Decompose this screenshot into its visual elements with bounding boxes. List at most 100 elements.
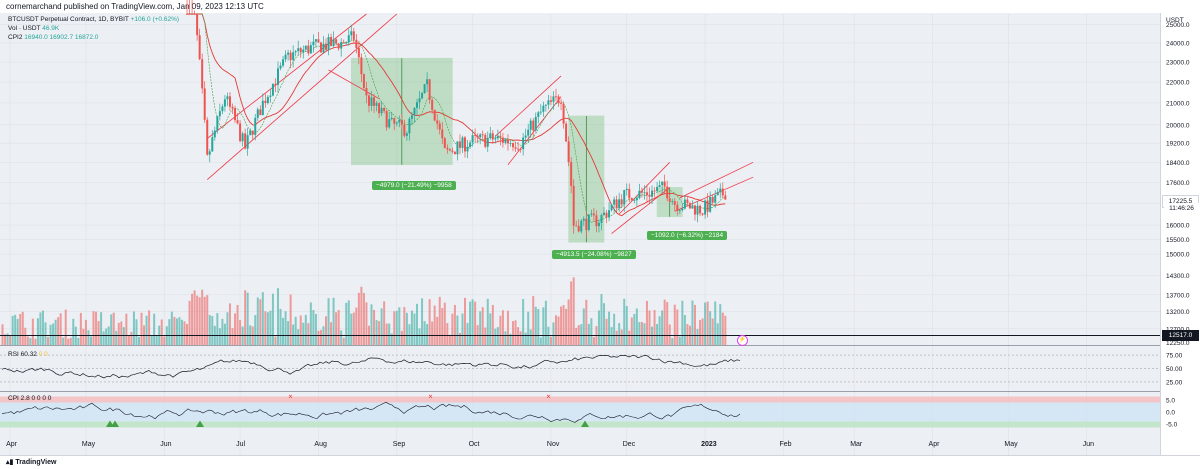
candle-body [388, 119, 391, 128]
candle-body [403, 124, 406, 136]
candle-body [542, 105, 545, 112]
volume-bar [362, 292, 365, 345]
candle-body [648, 195, 651, 197]
candle-body [671, 201, 674, 203]
volume-bar [666, 302, 669, 345]
volume-bar [714, 301, 717, 345]
candle-body [415, 102, 418, 108]
candle-body [474, 135, 477, 136]
tradingview-logo[interactable]: ▴▮ TradingView [6, 456, 56, 469]
volume-bar [327, 298, 330, 345]
volume-bar [82, 328, 85, 345]
chart-pane[interactable] [0, 13, 1160, 455]
volume-bar [223, 323, 226, 345]
volume-bar [618, 323, 621, 345]
volume-bar [266, 312, 269, 345]
rsi-cpi-separator[interactable] [0, 391, 1160, 392]
volume-bar [415, 303, 418, 345]
candle-body [605, 212, 608, 218]
measure-label-1[interactable]: −4979.0 (−21.49%) −9958 [372, 181, 456, 190]
volume-bar [276, 288, 279, 345]
price-tick-label: 19200.0 [1166, 141, 1190, 148]
candle-body [221, 106, 224, 112]
volume-bar [302, 322, 305, 345]
price-tick-label: 16000.0 [1166, 223, 1190, 230]
alert-icon[interactable]: ⚡ [737, 335, 748, 346]
candle-body [709, 196, 712, 212]
volume-bar [193, 290, 196, 345]
volume-bar [458, 332, 461, 345]
candle-body [651, 190, 654, 197]
candle-body [529, 120, 532, 130]
volume-bar [453, 304, 456, 345]
time-tick-label: Apr [929, 441, 941, 448]
candle-body [615, 199, 618, 209]
volume-bar [4, 334, 7, 345]
volume-bar [120, 321, 123, 345]
measure-label-3[interactable]: −1092.0 (−6.32%) −2184 [647, 231, 728, 240]
volume-bar [355, 307, 358, 345]
volume-rsi-separator[interactable] [0, 345, 1160, 346]
price-scale[interactable] [1160, 13, 1200, 455]
volume-bar [375, 320, 378, 345]
volume-bar [9, 335, 12, 345]
volume-legend[interactable]: Vol · USDT 46.9K [8, 25, 59, 32]
candle-body [547, 100, 550, 105]
candle-body [345, 42, 348, 44]
candle-body [557, 96, 560, 104]
volume-bar [716, 323, 719, 345]
volume-bar [388, 323, 391, 345]
cpi-tick-label: -5.0 [1166, 421, 1178, 428]
candle-body [304, 45, 307, 50]
volume-bar [501, 310, 504, 345]
volume-bar [115, 330, 118, 345]
volume-bar [580, 324, 583, 345]
volume-bar [218, 328, 221, 345]
volume-bar [400, 330, 403, 345]
symbol-legend[interactable]: BTCUSDT Perpetual Contract, 1D, BYBIT +1… [8, 16, 179, 23]
volume-bar [206, 295, 209, 345]
candle-body [451, 150, 454, 152]
volume-bar [173, 316, 176, 345]
volume-bar [704, 302, 707, 345]
volume-bar [325, 316, 328, 345]
candle-body [486, 138, 489, 147]
candle-body [360, 57, 363, 75]
volume-bar [269, 310, 272, 345]
volume-bar [451, 313, 454, 345]
volume-bar [312, 309, 315, 345]
volume-bar [441, 308, 444, 345]
cpi-buy-marker [111, 420, 119, 427]
volume-bar [332, 297, 335, 345]
volume-bar [130, 331, 133, 345]
candle-body [234, 108, 237, 121]
currency-label: USDT [1166, 17, 1184, 24]
volume-bar [79, 312, 82, 345]
volume-bar [549, 336, 552, 345]
candle-body [663, 181, 666, 187]
cpi2-legend[interactable]: CPI2 16940.0 16902.7 16872.0 [8, 34, 98, 41]
volume-bar [496, 327, 499, 345]
candle-body [373, 97, 376, 106]
candle-body [418, 98, 421, 103]
candle-body [683, 199, 686, 209]
volume-bar [335, 312, 338, 345]
volume-bar [613, 313, 616, 345]
candle-body [570, 162, 573, 186]
rsi-tick-label: 75.00 [1166, 353, 1183, 360]
rsi-legend[interactable]: RSI 60.32 0 0 [8, 351, 48, 358]
cpi-legend[interactable]: CPI 2.8 0 0 0 0 [8, 395, 51, 402]
volume-bar [282, 317, 285, 345]
volume-bar [226, 312, 229, 345]
volume-bar [491, 305, 494, 345]
volume-bar [196, 295, 199, 345]
candle-body [337, 43, 340, 49]
candle-body [461, 137, 464, 148]
candle-body [618, 199, 621, 209]
volume-bar [153, 313, 156, 345]
measure-label-2[interactable]: −4913.5 (−24.08%) −9827 [552, 250, 636, 259]
candle-body [266, 96, 269, 103]
cpi-lower-band [0, 421, 1160, 428]
candle-body [681, 208, 684, 211]
